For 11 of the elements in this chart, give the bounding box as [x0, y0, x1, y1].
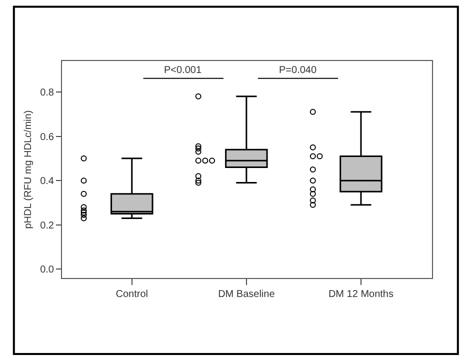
- y-axis-title: pHDL (RFU mg HDLc/min): [23, 110, 34, 229]
- x-tick-label: Control: [116, 289, 148, 300]
- x-tick-label: DM 12 Months: [328, 289, 394, 300]
- y-tick-label: 0.2: [40, 220, 54, 232]
- annotation: P<0.001: [164, 65, 202, 76]
- y-tick-label: 0.0: [40, 264, 54, 276]
- x-tick-label: DM Baseline: [218, 289, 276, 300]
- y-tick-label: 0.6: [40, 132, 54, 143]
- y-tick-label: 0.4: [40, 176, 54, 188]
- y-tick-label: 0.8: [40, 88, 54, 98]
- annotation: P=0.040: [279, 65, 317, 76]
